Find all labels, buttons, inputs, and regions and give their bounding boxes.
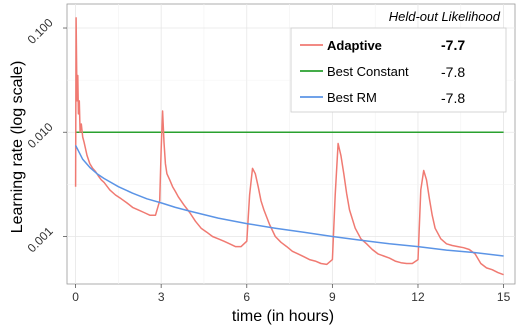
x-axis-title: time (in hours) [232, 308, 334, 325]
legend-value-adaptive: -7.7 [441, 37, 465, 53]
y-axis-title: Learning rate (log scale) [9, 61, 26, 234]
series-lines [74, 17, 504, 276]
x-tick-label: 9 [329, 290, 336, 304]
legend-box [290, 27, 507, 113]
x-tick-label: 3 [158, 290, 165, 304]
series-line-adaptive [74, 17, 504, 276]
legend-title: Held-out Likelihood [389, 9, 501, 24]
y-tick-label: 0.001 [25, 224, 56, 255]
x-tick-label: 15 [497, 290, 511, 304]
legend-label-adaptive: Adaptive [327, 38, 382, 53]
legend-label-best-rm: Best RM [327, 90, 377, 105]
series-line-best-rm [74, 144, 504, 257]
legend-label-best-constant: Best Constant [327, 64, 409, 79]
y-tick-label: 0.010 [25, 120, 56, 151]
legend-value-best-rm: -7.8 [441, 90, 465, 106]
legend-value-best-constant: -7.8 [441, 64, 465, 80]
y-tick-label: 0.100 [25, 15, 56, 46]
x-tick-label: 6 [243, 290, 250, 304]
x-tick-label: 0 [72, 290, 79, 304]
x-tick-label: 12 [411, 290, 425, 304]
legend: Held-out Likelihood Adaptive -7.7 Best C… [290, 9, 507, 113]
